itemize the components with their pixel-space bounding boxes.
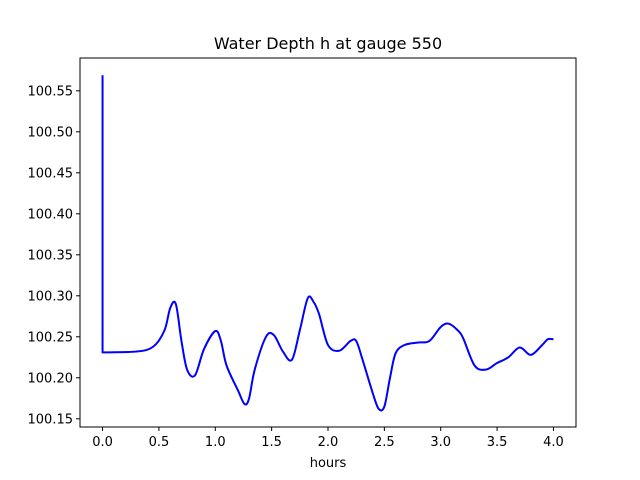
y-tick-label: 100.25 [28, 330, 74, 345]
y-tick-label: 100.20 [28, 371, 74, 386]
y-tick-label: 100.45 [28, 166, 74, 181]
chart-title: Water Depth h at gauge 550 [214, 34, 442, 53]
x-axis-label: hours [310, 456, 347, 471]
y-tick-label: 100.30 [28, 289, 74, 304]
x-tick-label: 3.5 [487, 435, 508, 450]
plot-frame [79, 57, 577, 428]
x-tick-label: 0.5 [149, 435, 170, 450]
x-tick-label: 1.0 [205, 435, 226, 450]
series-line [101, 75, 554, 412]
y-tick-label: 100.35 [28, 248, 74, 263]
x-tick-label: 0.0 [92, 435, 113, 450]
y-tick-label: 100.15 [28, 412, 74, 427]
x-tick-label: 1.5 [261, 435, 282, 450]
x-tick-label: 4.0 [543, 435, 564, 450]
y-axis: 100.15 100.20 100.25 100.30 100.35 100.40 100.… [28, 84, 80, 427]
x-axis: 0.0 0.5 1.0 1.5 2.0 2.5 3.0 3.5 4.0 [92, 427, 564, 450]
x-tick-label: 3.0 [430, 435, 451, 450]
y-tick-label: 100.55 [28, 84, 74, 99]
y-tick-label: 100.50 [28, 125, 74, 140]
x-tick-label: 2.0 [318, 435, 339, 450]
x-tick-label: 2.5 [374, 435, 395, 450]
y-tick-label: 100.40 [28, 207, 74, 222]
